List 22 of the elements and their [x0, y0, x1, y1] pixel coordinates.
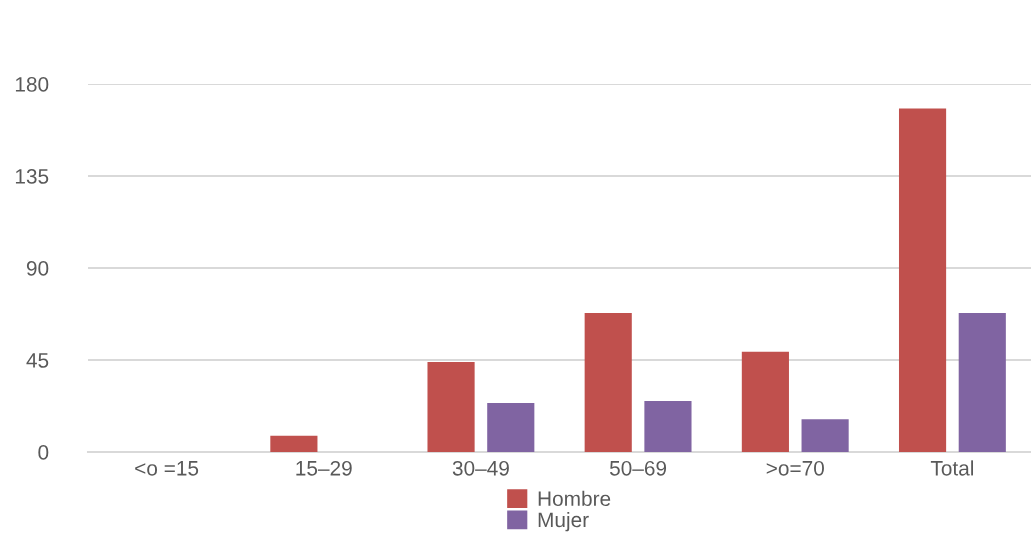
bar	[958, 312, 1006, 452]
x-tick-label: 30–49	[452, 460, 509, 476]
x-tick-label: <o =15	[135, 461, 199, 476]
x-tick-label: >o=70	[766, 460, 824, 476]
y-tick-label: 90	[26, 261, 49, 276]
bar	[584, 312, 632, 452]
bar	[801, 419, 849, 452]
bar	[427, 362, 475, 452]
bar	[741, 351, 789, 452]
x-tick-label: 50–69	[609, 460, 667, 476]
x-tick-label: Total	[930, 460, 974, 476]
bar	[487, 402, 535, 452]
bar	[898, 108, 947, 452]
bar	[644, 400, 692, 452]
bar	[270, 435, 318, 452]
y-tick-label: 45	[26, 353, 49, 368]
legend-label: Mujer	[538, 511, 589, 532]
legend-label: Hombre	[538, 490, 611, 507]
y-tick-label: 135	[15, 169, 49, 184]
y-tick-label: 180	[15, 77, 49, 92]
x-tick-label: 15–29	[296, 460, 352, 476]
y-tick-label: 0	[38, 445, 49, 460]
